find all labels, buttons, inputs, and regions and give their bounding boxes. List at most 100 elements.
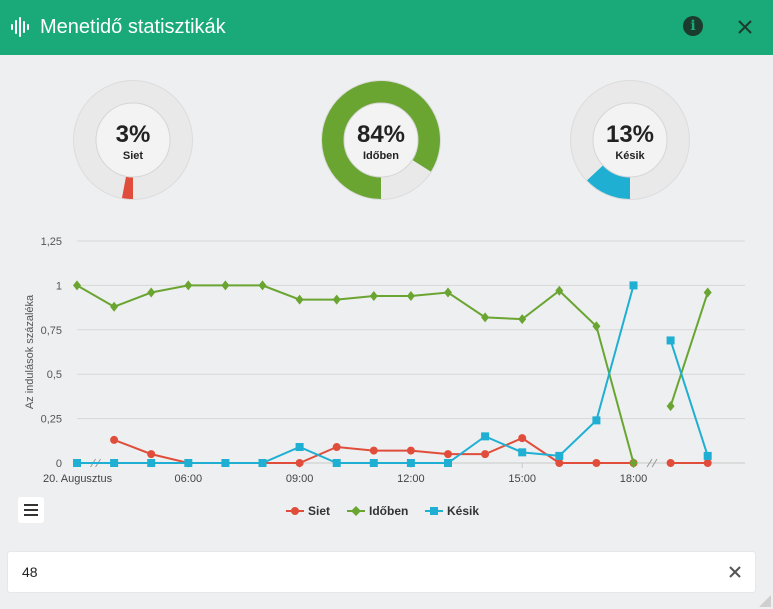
data-point (221, 280, 230, 291)
data-point (258, 280, 267, 291)
gauge-percent: 84% (356, 121, 406, 148)
line-chart: 0 0,25 0,5 0,75 1 1,25 Az indulások százaléka 2… (24, 236, 745, 485)
data-point (258, 459, 267, 467)
resize-handle-icon[interactable] (757, 593, 771, 607)
data-point (73, 280, 81, 291)
data-point (444, 459, 452, 467)
data-point (481, 312, 490, 323)
data-point (629, 458, 638, 468)
gauge-label: Időben (362, 150, 400, 162)
gauge-percent: 3% (115, 121, 151, 148)
gauge-kesik: 13% Késik (569, 79, 691, 201)
data-point (518, 434, 527, 443)
data-point (666, 336, 675, 345)
data-point (184, 459, 193, 467)
title-bar: Menetidő statisztikák i (0, 0, 773, 55)
legend-label: Késik (447, 504, 480, 518)
close-icon[interactable] (735, 17, 755, 37)
search-input[interactable] (22, 560, 702, 584)
data-point (703, 459, 712, 467)
data-point (110, 301, 119, 312)
hamburger-menu-icon (24, 504, 38, 506)
legend-marker (425, 507, 443, 515)
data-point (147, 450, 156, 459)
data-point (481, 450, 490, 459)
data-point (295, 459, 304, 467)
gauge-arc (322, 81, 440, 199)
window-title: Menetidő statisztikák (40, 16, 226, 38)
data-point (110, 459, 119, 467)
data-point (703, 451, 712, 460)
data-point (444, 450, 452, 459)
gauge-ring (73, 80, 193, 200)
data-point (555, 451, 564, 460)
data-point (295, 294, 304, 305)
audio-waveform-icon (11, 17, 29, 37)
gauge-ring (321, 80, 441, 200)
data-point (518, 314, 527, 325)
series-line-időben (669, 292, 709, 407)
data-point (147, 459, 156, 467)
gauge-label: Késik (615, 150, 645, 162)
y-tick-label: 1,25 (41, 236, 62, 248)
y-tick-label: 0,5 (47, 369, 62, 381)
menu-icon-bar (24, 509, 38, 511)
axis-break-mark (651, 458, 658, 468)
gauge-idoben: 84% Időben (320, 79, 442, 201)
info-icon[interactable]: i (683, 16, 703, 36)
data-point (221, 459, 230, 467)
data-point (629, 281, 638, 290)
data-point (332, 294, 341, 305)
data-point (481, 432, 490, 441)
data-point (406, 459, 415, 467)
menu-icon-bar (24, 514, 38, 516)
data-point (592, 416, 601, 425)
data-point (184, 280, 193, 291)
data-point (555, 285, 564, 296)
data-point (369, 459, 378, 467)
legend-marker (347, 506, 365, 516)
search-bar (8, 552, 755, 592)
x-tick-label: 12:00 (397, 473, 425, 485)
series-line-késik (669, 340, 709, 457)
data-point (592, 459, 601, 467)
data-point (666, 401, 675, 412)
axis-break-mark (646, 458, 653, 468)
chart-menu-button[interactable] (18, 497, 44, 523)
data-point (369, 291, 378, 302)
data-point (406, 446, 415, 455)
gauge-ring (570, 80, 690, 200)
data-point (332, 459, 341, 467)
y-tick-label: 0,75 (41, 325, 62, 337)
x-tick-label: 09:00 (286, 473, 314, 485)
legend-label: Időben (369, 504, 409, 518)
data-point (147, 287, 156, 298)
x-tick-label: 18:00 (620, 473, 648, 485)
y-tick-label: 0 (56, 458, 62, 470)
data-point (592, 321, 601, 332)
gauge-siet: 3% Siet (72, 79, 194, 201)
data-point (406, 291, 415, 302)
y-tick-label: 1 (56, 280, 62, 292)
y-tick-label: 0,25 (41, 414, 62, 426)
x-tick-label: 15:00 (508, 473, 536, 485)
x-tick-label: 06:00 (175, 473, 203, 485)
gauge-percent: 13% (605, 121, 655, 148)
gauge-arc (586, 165, 630, 199)
data-point (518, 448, 527, 457)
data-point (555, 459, 564, 467)
data-point (666, 459, 675, 467)
data-point (110, 435, 119, 444)
gauge-label: Siet (122, 150, 144, 162)
data-point (703, 287, 712, 298)
clear-icon[interactable] (727, 564, 743, 580)
gauge-arc (121, 176, 133, 199)
x-tick-label: 20. Augusztus (43, 473, 113, 485)
data-point (332, 443, 341, 452)
legend-label: Siet (308, 504, 331, 518)
data-point (73, 459, 81, 467)
legend-marker (286, 507, 304, 515)
data-point (369, 446, 378, 455)
series-line-időben (76, 284, 635, 464)
series-line-késik (77, 285, 635, 464)
